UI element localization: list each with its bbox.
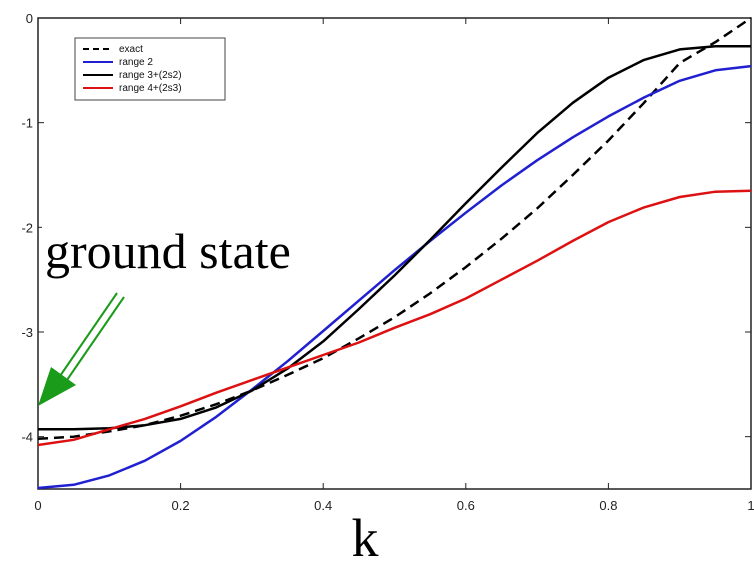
x-tick-label: 0.4 bbox=[314, 498, 332, 513]
ground-state-arrow-head bbox=[38, 367, 76, 406]
series-layer bbox=[37, 16, 752, 490]
y-tick-label: -2 bbox=[21, 220, 33, 235]
y-tick-label: -1 bbox=[21, 116, 33, 131]
legend-label-range4: range 4+(2s3) bbox=[119, 83, 182, 94]
x-tick-label: 0.6 bbox=[457, 498, 475, 513]
series-line-1 bbox=[37, 64, 752, 490]
y-tick-label: 0 bbox=[26, 11, 33, 26]
legend-label-range2: range 2 bbox=[119, 57, 153, 68]
axis-ticks: 0 0.2 0.4 0.6 0.8 1 0 -1 -2 -3 -4 bbox=[21, 11, 754, 513]
x-tick-label: 0.2 bbox=[172, 498, 190, 513]
annotation-background bbox=[42, 220, 362, 282]
y-tick-label: -3 bbox=[21, 325, 33, 340]
legend-box bbox=[74, 37, 226, 101]
legend-label-exact: exact bbox=[119, 44, 143, 55]
y-tick-label: -4 bbox=[21, 430, 33, 445]
legend-label-range3: range 3+(2s2) bbox=[119, 70, 182, 81]
series-line-2 bbox=[38, 45, 751, 431]
x-tick-label: 1 bbox=[747, 498, 754, 513]
ground-state-arrow-line-b bbox=[66, 296, 125, 381]
legend: exact range 2 range 3+(2s2) range 4+(2s3… bbox=[74, 37, 226, 101]
x-tick-label: 0.8 bbox=[599, 498, 617, 513]
ground-state-annotation: ground state bbox=[38, 220, 362, 406]
series-line-3 bbox=[37, 189, 752, 447]
ground-state-arrow-line-a bbox=[59, 292, 118, 377]
x-axis-label: k bbox=[352, 508, 379, 561]
ground-state-label: ground state bbox=[45, 223, 291, 279]
x-tick-label: 0 bbox=[34, 498, 41, 513]
